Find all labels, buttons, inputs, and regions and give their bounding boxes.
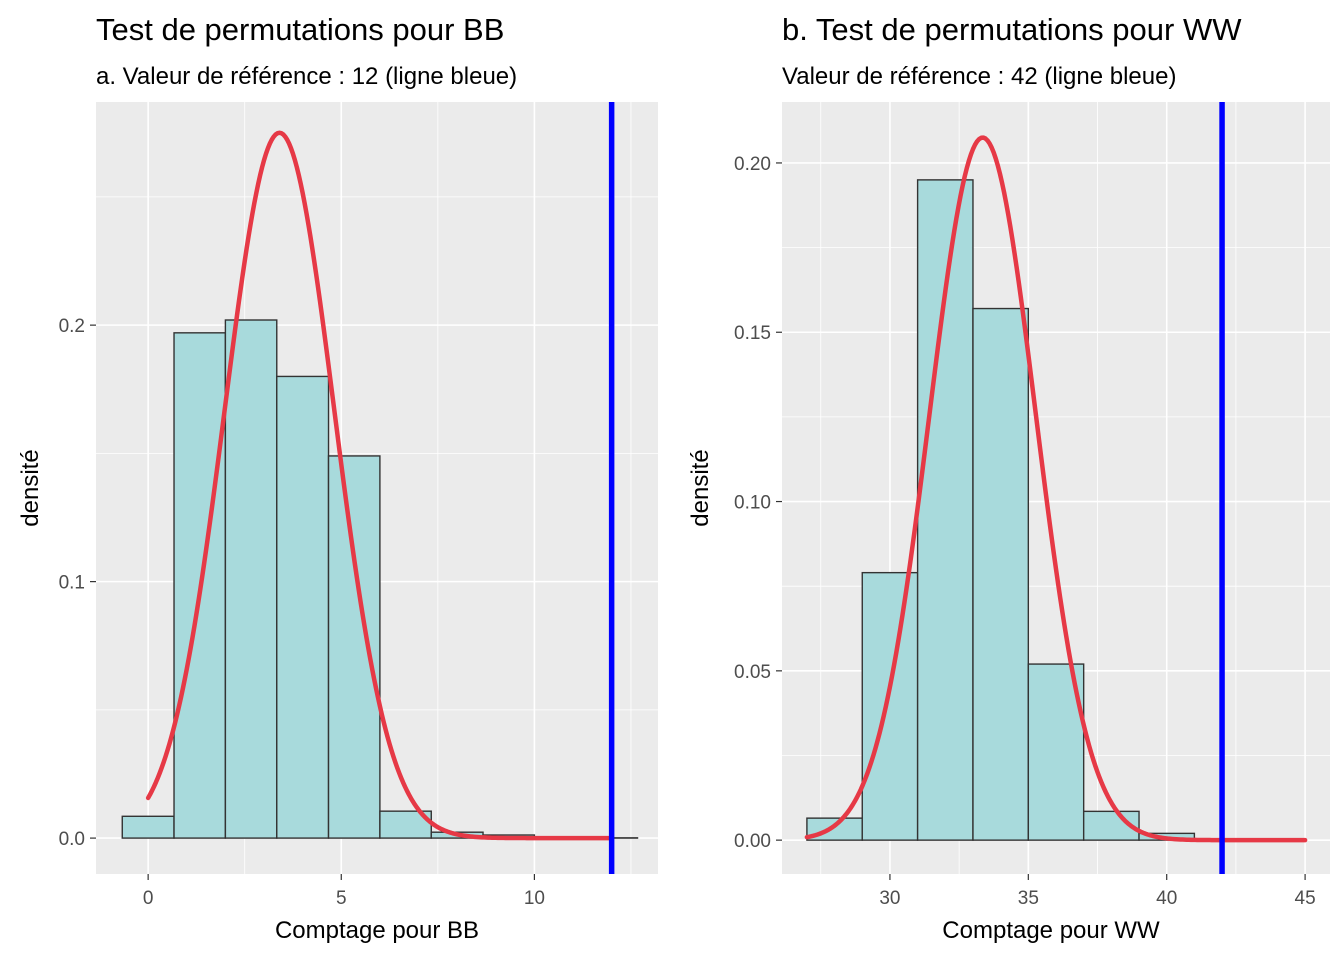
y-tick-label: 0.1 bbox=[59, 573, 85, 594]
chart-b-x-axis-title: Comptage pour WW bbox=[942, 917, 1160, 944]
chart-b-subtitle: Valeur de référence : 42 (ligne bleue) bbox=[782, 63, 1176, 90]
chart-a-y-axis-title: densité bbox=[17, 449, 44, 526]
histogram-bar bbox=[277, 376, 329, 838]
histogram-bar bbox=[862, 573, 917, 840]
y-tick-label: 0.05 bbox=[734, 662, 771, 683]
y-tick-label: 0.10 bbox=[734, 493, 771, 514]
x-tick-label: 0 bbox=[143, 888, 154, 909]
x-tick-label: 5 bbox=[336, 888, 347, 909]
chart-a-title: Test de permutations pour BB bbox=[96, 12, 504, 47]
panel-a: Test de permutations pour BB a. Valeur d… bbox=[17, 12, 658, 944]
histogram-bar bbox=[329, 456, 380, 838]
histogram-bar bbox=[973, 309, 1028, 841]
x-tick-label: 10 bbox=[524, 888, 545, 909]
chart-b-title: b. Test de permutations pour WW bbox=[782, 12, 1242, 47]
panel-b: b. Test de permutations pour WW Valeur d… bbox=[687, 12, 1330, 944]
y-tick-label: 0.2 bbox=[59, 316, 85, 337]
y-tick-label: 0.20 bbox=[734, 154, 771, 175]
x-tick-label: 30 bbox=[879, 888, 900, 909]
chart-a-x-axis-title: Comptage pour BB bbox=[275, 917, 479, 944]
histogram-bar bbox=[122, 816, 174, 838]
y-tick-label: 0.15 bbox=[734, 323, 771, 344]
x-tick-label: 35 bbox=[1018, 888, 1039, 909]
x-tick-label: 45 bbox=[1295, 888, 1316, 909]
y-tick-label: 0.0 bbox=[59, 829, 85, 850]
histogram-bar bbox=[225, 320, 276, 838]
chart-a-subtitle: a. Valeur de référence : 12 (ligne bleue… bbox=[96, 63, 517, 90]
x-tick-label: 40 bbox=[1156, 888, 1177, 909]
chart-b-y-axis-title: densité bbox=[687, 449, 714, 526]
y-tick-label: 0.00 bbox=[734, 831, 771, 852]
